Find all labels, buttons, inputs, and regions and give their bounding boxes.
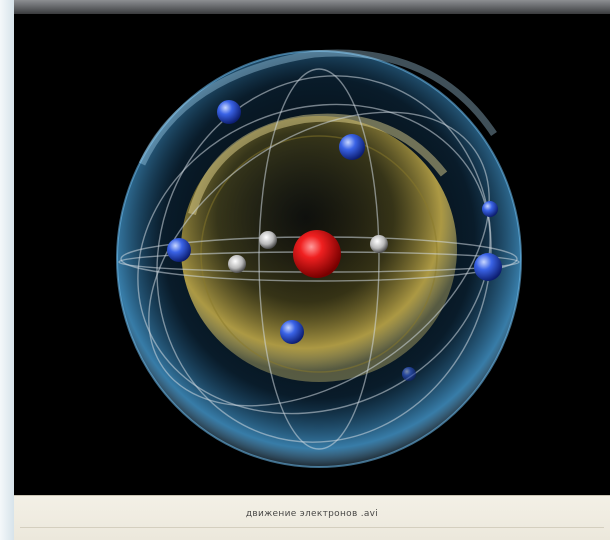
electron [217, 100, 241, 124]
status-divider [20, 527, 604, 528]
electron [339, 134, 365, 160]
video-viewport[interactable] [14, 14, 610, 495]
atom-illustration [116, 49, 522, 468]
window-top-bar [14, 0, 610, 14]
electron [482, 201, 498, 217]
electron [474, 253, 502, 281]
nucleus [293, 230, 341, 278]
electron [402, 367, 416, 381]
status-bar: движение электронов .avi [14, 495, 610, 540]
electron [280, 320, 304, 344]
window-left-edge [0, 0, 14, 540]
electron [167, 238, 191, 262]
neutron [370, 235, 388, 253]
video-file-caption: движение электронов .avi [245, 509, 379, 519]
neutron [259, 231, 277, 249]
neutron [228, 255, 246, 273]
